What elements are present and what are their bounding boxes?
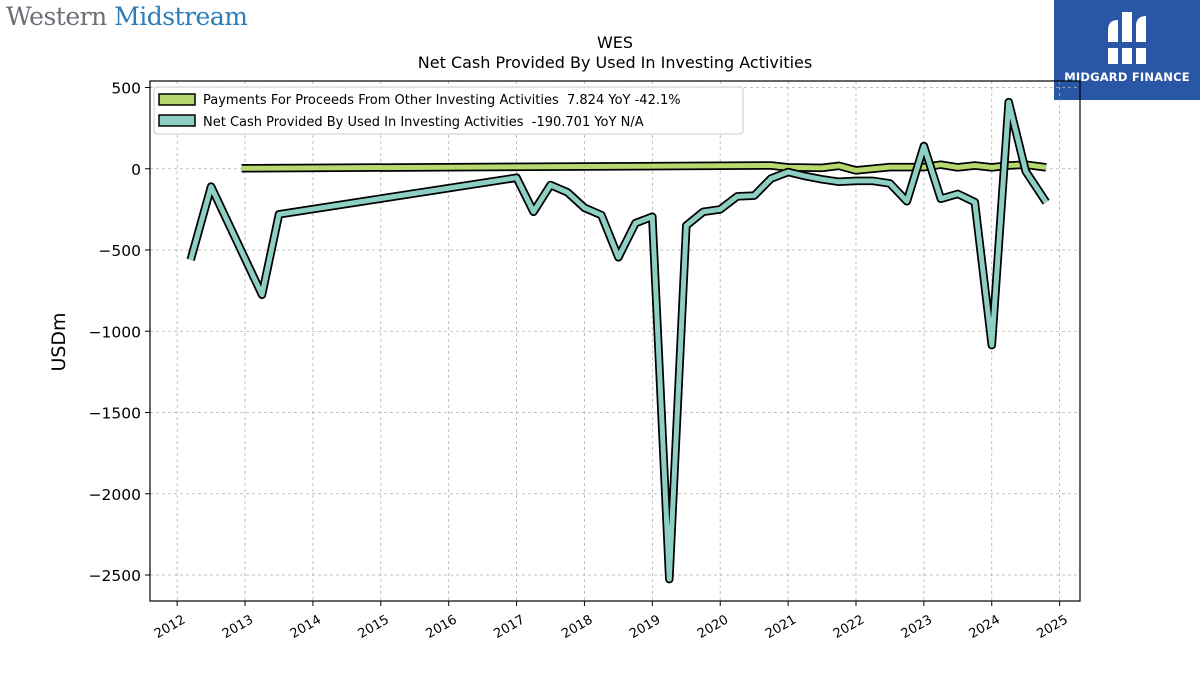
badge-text: MIDGARD FINANCE [1064, 70, 1190, 84]
x-tick-label: 2014 [288, 612, 324, 642]
midgard-logo-icon [1104, 12, 1150, 64]
legend-box [153, 86, 744, 135]
legend: Payments For Proceeds From Other Investi… [153, 86, 744, 135]
legend-swatch-payments [158, 93, 196, 106]
y-tick-label: 500 [111, 80, 141, 98]
brand-name-part2: Midstream [114, 2, 248, 31]
chart-title: WES [597, 33, 633, 52]
x-tick-label: 2023 [899, 612, 935, 642]
grid-lines [150, 81, 1080, 601]
midgard-finance-badge: MIDGARD FINANCE [1054, 0, 1200, 100]
legend-label-payments: Payments For Proceeds From Other Investi… [203, 93, 681, 108]
x-tick-label: 2018 [559, 612, 595, 642]
x-tick-label: 2019 [627, 612, 663, 642]
x-tick-label: 2024 [967, 612, 1003, 642]
y-tick-label: −1500 [89, 405, 141, 423]
plot-frame [149, 80, 1081, 602]
series-lines [186, 97, 1050, 584]
y-tick-label: −2000 [89, 486, 141, 504]
series-line-1 [188, 99, 1049, 582]
x-tick-label: 2025 [1034, 612, 1070, 642]
x-tick-label: 2015 [356, 612, 392, 642]
y-tick-label: −500 [98, 242, 141, 260]
brand-name-part1: Western [6, 2, 115, 31]
brand-logo: Western Midstream [6, 2, 248, 31]
x-tick-label: 2022 [831, 612, 867, 642]
y-tick-label: −2500 [89, 567, 141, 585]
y-axis-label: USDm [48, 312, 70, 371]
x-tick-label: 2017 [491, 612, 527, 642]
x-tick-label: 2021 [763, 612, 799, 642]
y-tick-label: 0 [131, 161, 141, 179]
x-tick-label: 2020 [695, 612, 731, 642]
x-tick-label: 2012 [152, 612, 188, 642]
x-tick-label: 2016 [424, 612, 460, 642]
chart-subtitle: Net Cash Provided By Used In Investing A… [418, 53, 812, 72]
x-tick-label: 2013 [220, 612, 256, 642]
legend-swatch-net-cash [158, 114, 196, 127]
y-tick-label: −1000 [89, 323, 141, 341]
legend-label-net-cash: Net Cash Provided By Used In Investing A… [203, 115, 644, 130]
